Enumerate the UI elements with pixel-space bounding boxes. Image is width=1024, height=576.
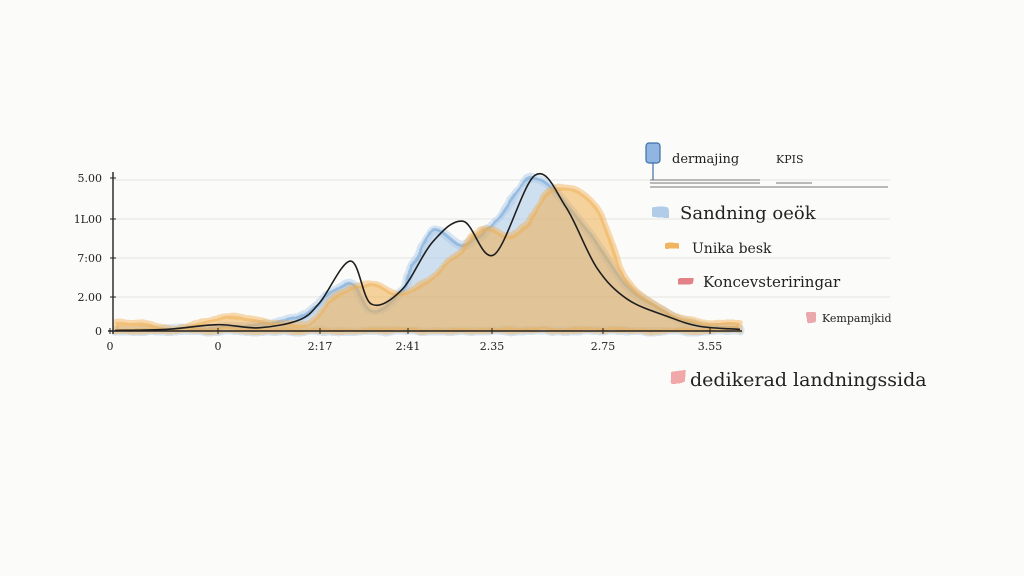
x-axis-ticks: 0 0 2:17 2:41 2.35 2.75 3.55: [107, 328, 723, 353]
y-tick-label: 2.00: [78, 291, 103, 304]
legend-label: Kempamjkid: [822, 312, 892, 325]
legend-label: Unika besk: [692, 241, 772, 257]
legend-swatch: [666, 244, 680, 250]
series-areas: [110, 173, 745, 336]
axes: [108, 172, 742, 334]
x-tick-label: 2:41: [396, 340, 421, 353]
legend-swatch: [652, 207, 668, 217]
x-tick-label: 2.75: [591, 340, 616, 353]
legend: dermajing KPIS Sandning oeök Unika besk Konc…: [645, 142, 927, 391]
y-axis-ticks: 0 2.00 7:00 1L00 5.00: [74, 172, 116, 338]
legend-header-left: dermajing: [672, 152, 739, 167]
y-tick-label: 0: [95, 325, 102, 338]
series-line-koncev: [114, 172, 741, 332]
y-tick-label: 5.00: [78, 172, 103, 185]
legend-label: dedikerad landningssida: [690, 369, 927, 391]
series-lines: [114, 172, 741, 332]
legend-swatch: [678, 278, 694, 285]
x-tick-label: 3.55: [698, 340, 723, 353]
legend-label: Koncevsteriringar: [703, 273, 841, 291]
y-tick-label: 1L00: [74, 213, 102, 226]
legend-swatch: [806, 312, 816, 322]
legend-swatch: [670, 370, 686, 383]
x-tick-label: 2:17: [308, 340, 333, 353]
legend-header-icon: [645, 142, 661, 164]
y-tick-label: 7:00: [77, 252, 102, 265]
series-area-unika: [112, 183, 743, 334]
x-tick-label: 0: [107, 340, 114, 353]
x-tick-label: 0: [215, 340, 222, 353]
legend-label: Sandning oeök: [680, 203, 817, 224]
legend-header-right: KPIS: [776, 153, 804, 166]
x-tick-label: 2.35: [480, 340, 505, 353]
